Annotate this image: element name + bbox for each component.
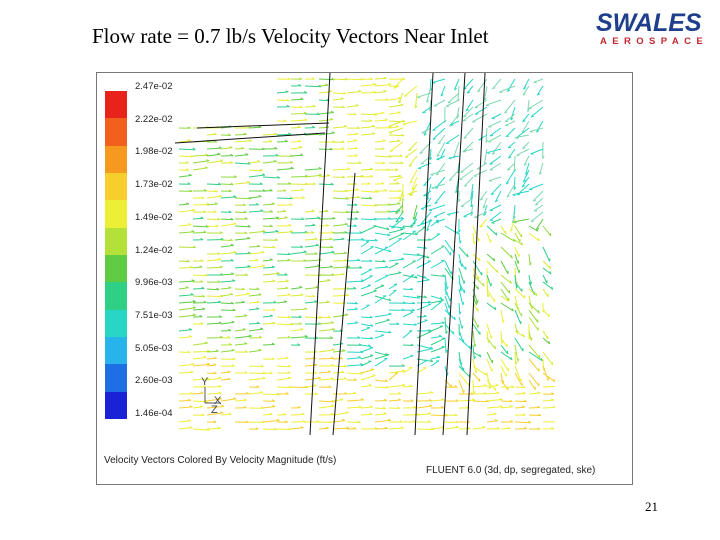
vector-field-svg	[175, 73, 555, 435]
colorbar-label: 1.98e-02	[135, 146, 173, 158]
colorbar-label: 2.47e-02	[135, 81, 173, 92]
colorbar-label: 1.73e-02	[135, 179, 173, 191]
caption-right: FLUENT 6.0 (3d, dp, segregated, ske)	[426, 465, 596, 476]
axis-label-y: Y	[201, 376, 209, 388]
colorbar-swatch	[105, 145, 127, 174]
colorbar-swatch	[105, 173, 127, 201]
colorbar-swatch	[105, 227, 127, 256]
colorbar-swatch	[105, 391, 127, 420]
colorbar-label: 1.24e-02	[135, 244, 173, 256]
colorbar-swatch	[105, 337, 127, 365]
logo-top-text: SWALES	[596, 9, 702, 37]
logo-bottom-text: AEROSPACE	[600, 36, 709, 47]
colorbar-swatch	[105, 118, 127, 147]
vector-plot	[175, 73, 555, 435]
colorbar-label: 9.96e-03	[135, 277, 173, 289]
colorbar-label: 2.60e-03	[135, 375, 173, 387]
axis-label-z: Z	[211, 404, 218, 416]
colorbar-label: 1.49e-02	[135, 211, 173, 223]
colorbar-swatch	[105, 282, 127, 311]
colorbar-swatch	[105, 91, 127, 119]
geometry-edge	[442, 73, 466, 435]
colorbar-label: 1.46e-04	[135, 408, 173, 419]
colorbar-label: 2.22e-02	[135, 113, 173, 125]
geometry-edge	[466, 73, 486, 435]
vector-arrows	[178, 76, 555, 431]
visualization-frame: 2.47e-02 2.22e-02 1.98e-02 1.73e-02 1.49e-02…	[96, 72, 633, 485]
axis-triad-icon	[204, 387, 221, 404]
colorbar-label: 7.51e-03	[135, 309, 173, 321]
caption-left: Velocity Vectors Colored By Velocity Mag…	[104, 455, 337, 466]
colorbar-swatch	[105, 255, 127, 283]
axis-label-x: X	[214, 395, 222, 407]
geometry-edge	[175, 132, 326, 144]
colorbar	[105, 91, 127, 420]
slide-title: Flow rate = 0.7 lb/s Velocity Vectors Ne…	[92, 24, 489, 48]
colorbar-swatch	[105, 364, 127, 393]
geometry-edge	[196, 122, 330, 129]
geometry-edge	[309, 73, 331, 435]
colorbar-swatch	[105, 309, 127, 338]
geometry-edge	[332, 172, 356, 435]
colorbar-label: 5.05e-03	[135, 342, 173, 354]
geometry-edge	[414, 73, 434, 435]
colorbar-swatch	[105, 200, 127, 229]
company-logo: SWALES AEROSPACE	[596, 10, 708, 50]
page-number: 21	[645, 499, 658, 514]
